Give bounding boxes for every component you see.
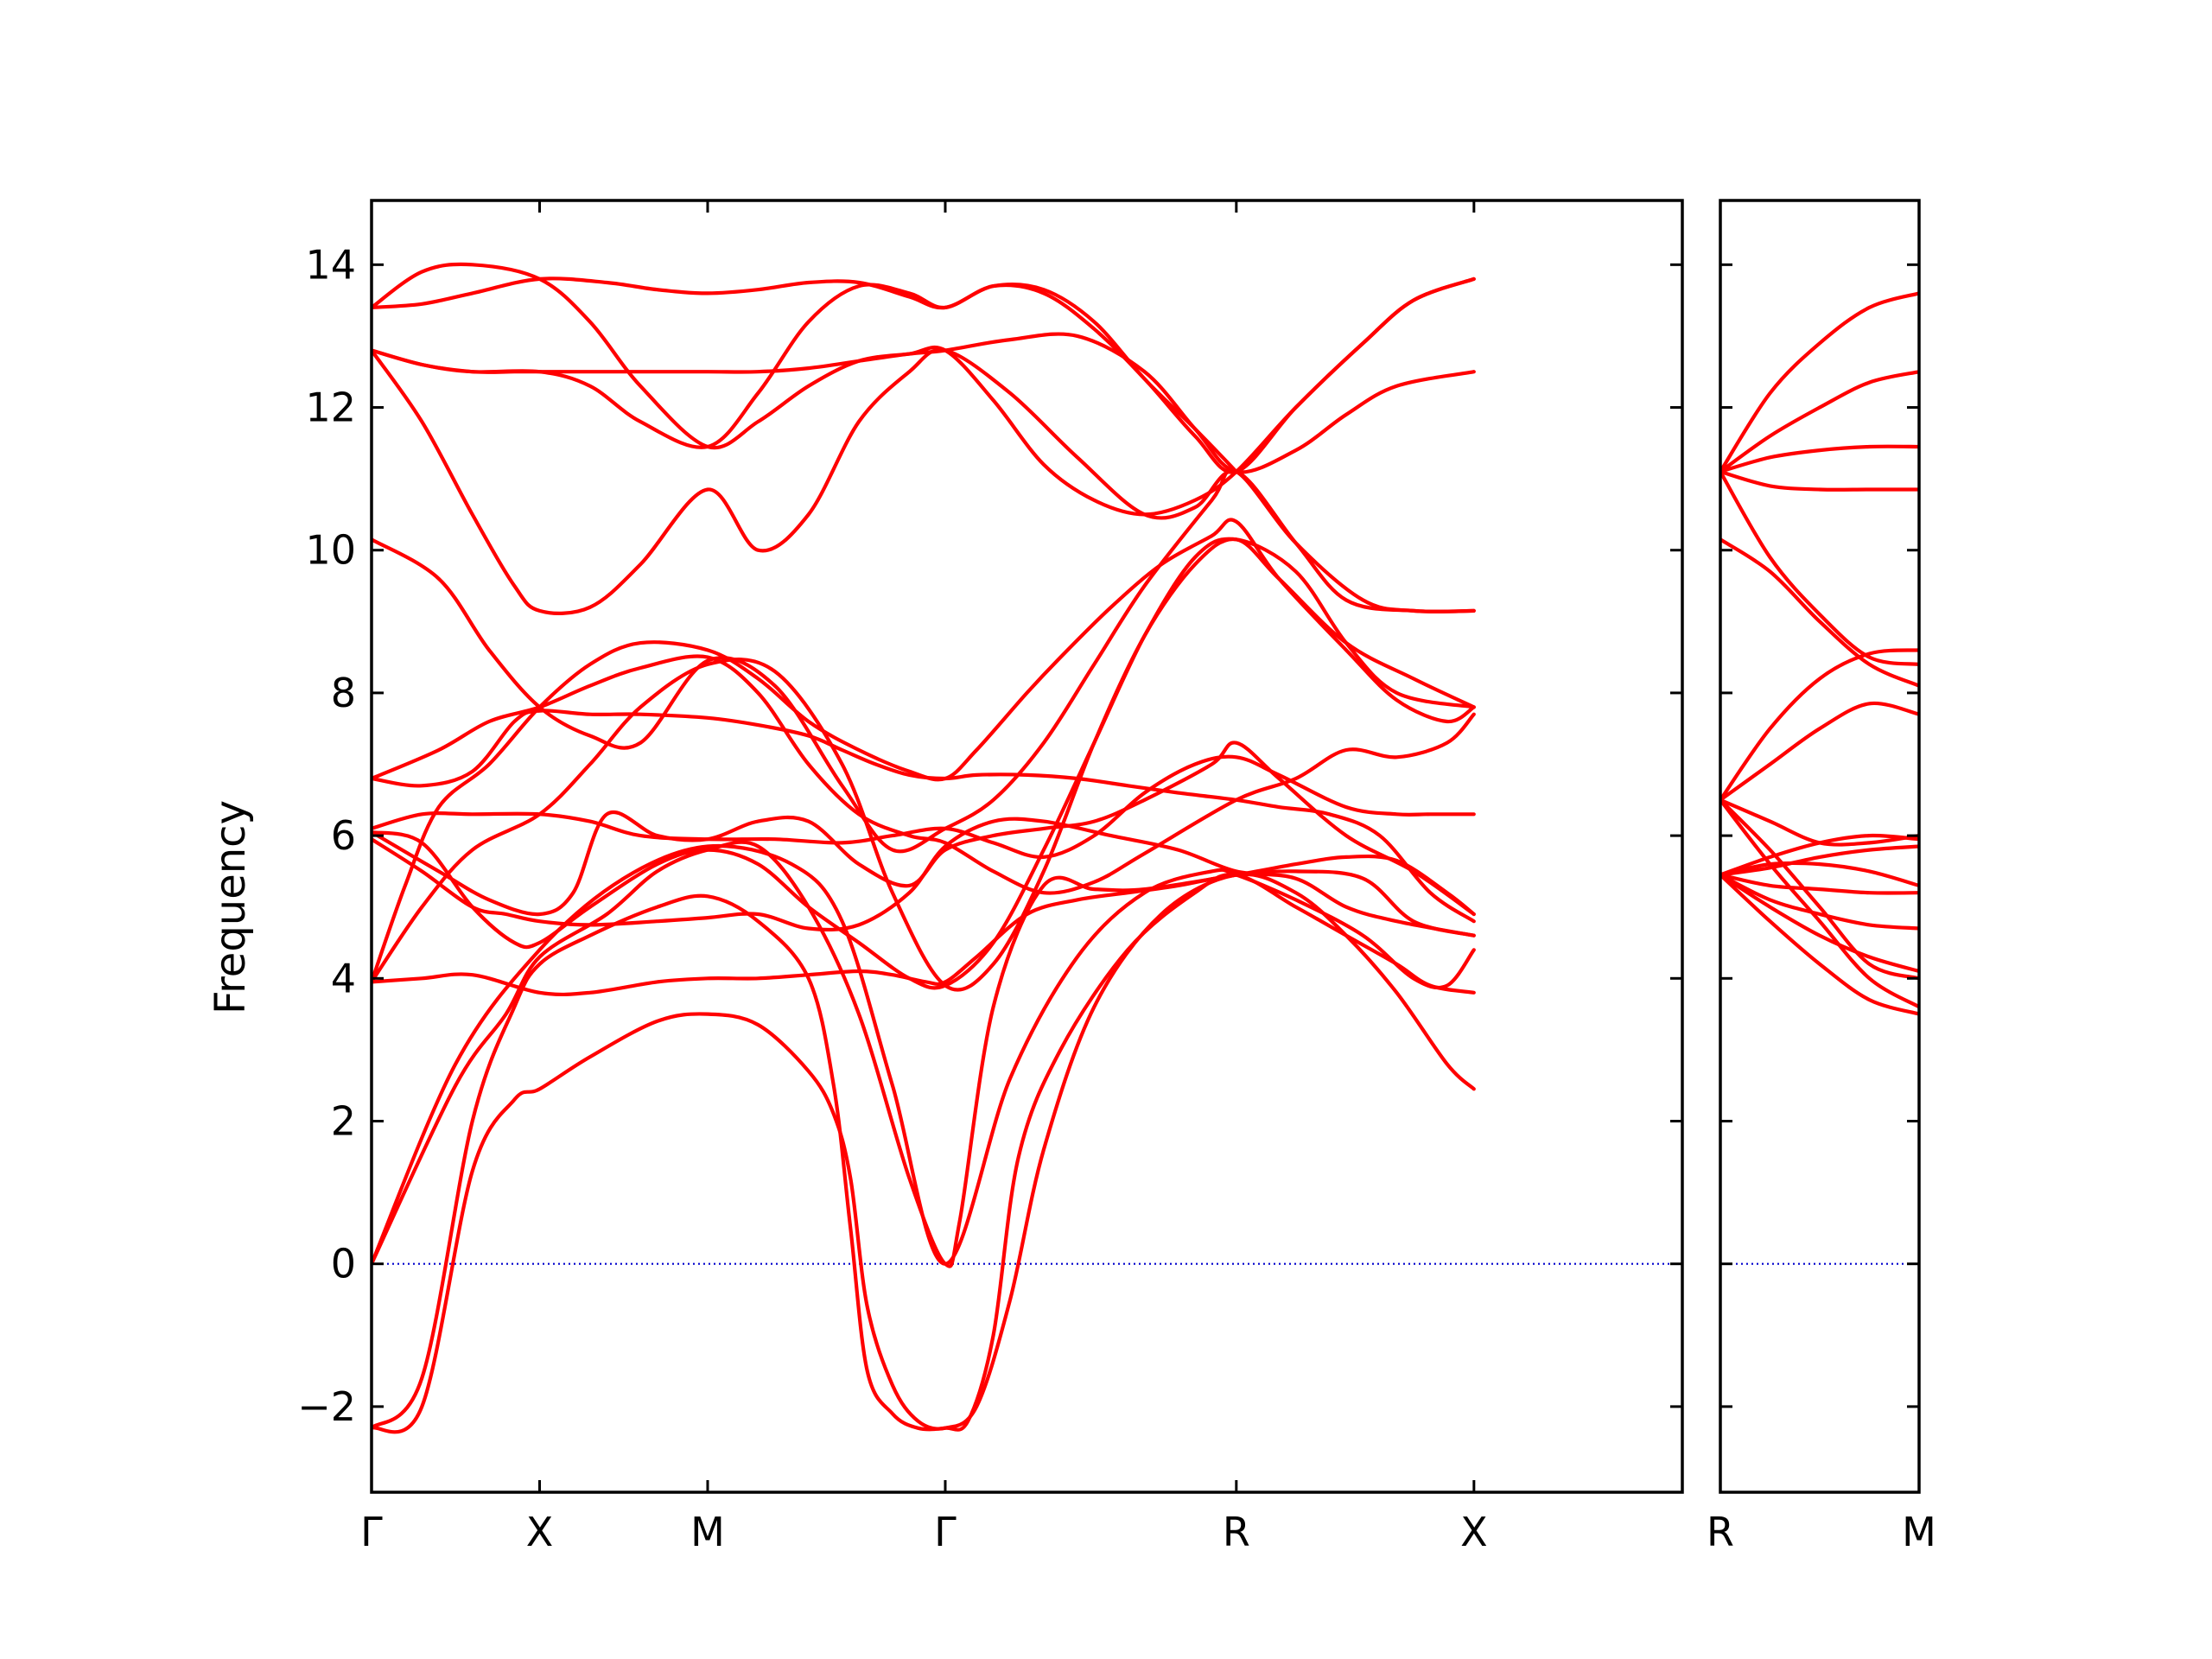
band-line-0-14: [372, 347, 1476, 615]
band-line-0-5: [372, 709, 1476, 924]
band-line-0-8: [372, 741, 1476, 917]
band-line-1-16: [1720, 873, 1919, 1016]
x-tick-label: X: [1460, 1509, 1488, 1555]
band-line-1-0: [1720, 291, 1919, 474]
band-line-0-13: [372, 468, 1476, 854]
band-line-0-9: [372, 817, 1476, 938]
y-tick-label: 8: [331, 670, 356, 716]
band-series-group: [372, 262, 1476, 1434]
band-line-0-18: [372, 276, 1238, 474]
band-line-1-12: [1720, 844, 1919, 877]
band-line-0-7: [372, 754, 1476, 860]
y-tick-label: 6: [331, 812, 356, 859]
band-line-0-10: [372, 537, 1476, 992]
band-line-0-6: [372, 654, 1476, 895]
band-line-1-7: [1720, 701, 1919, 802]
band-line-1-5: [1720, 537, 1919, 688]
y-tick-label: 2: [331, 1097, 356, 1144]
band-line-0-3: [372, 840, 1476, 1268]
x-tick-label: M: [1902, 1509, 1936, 1555]
band-line-1-2: [1720, 444, 1919, 474]
band-line-1-13: [1720, 873, 1919, 895]
band-line-0-12: [372, 518, 1476, 984]
x-tick-label: R: [1707, 1509, 1734, 1555]
band-line-1-14: [1720, 873, 1919, 931]
y-tick-label: 12: [305, 385, 356, 431]
band-line-0-4: [372, 869, 1476, 996]
x-tick-label: Γ: [934, 1509, 957, 1555]
x-tick-label: X: [526, 1509, 554, 1555]
band-line-1-10: [1720, 798, 1919, 1009]
band-panel-main: −2 0 2 4 6 8 10 12 14 Γ X M Γ R X: [297, 199, 1684, 1555]
band-line-1-9: [1720, 798, 1919, 981]
y-tick-label: 14: [305, 241, 356, 288]
band-line-1-3: [1720, 469, 1919, 492]
band-line-0-0: [372, 872, 1476, 1434]
y-tick-label: 10: [305, 527, 356, 574]
y-tick-label: 0: [331, 1241, 356, 1287]
x-tick-label: R: [1223, 1509, 1250, 1555]
band-series-group: [1720, 291, 1919, 1016]
band-line-1-11: [1720, 833, 1919, 877]
y-tick-label: −2: [297, 1383, 356, 1430]
band-line-0-2: [372, 843, 1476, 1266]
band-line-1-4: [1720, 469, 1919, 666]
y-axis-title: Frequency: [207, 800, 255, 1014]
x-tick-label: Γ: [360, 1509, 383, 1555]
band-line-1-15: [1720, 873, 1919, 974]
band-line-1-17: [1720, 861, 1919, 887]
band-line-0-15: [372, 332, 1476, 474]
band-line-0-11: [372, 537, 1476, 990]
plot-frame-1: [1719, 199, 1921, 1494]
y-tick-label: 4: [331, 955, 356, 1001]
plot-frame-0: [370, 199, 1684, 1494]
band-line-1-6: [1720, 648, 1919, 802]
x-tick-label: M: [690, 1509, 725, 1555]
band-line-1-1: [1720, 370, 1919, 474]
